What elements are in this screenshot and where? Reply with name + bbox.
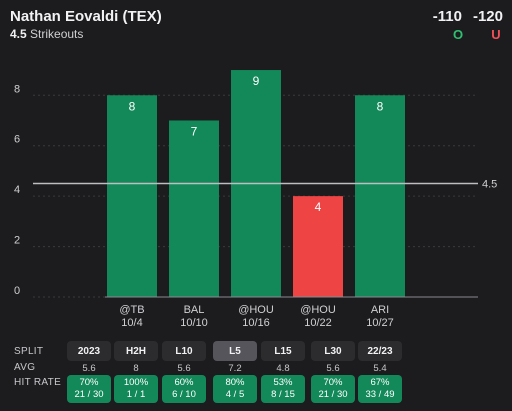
bar-value-label: 8 — [377, 99, 384, 113]
split-hit-rate: 100% 1 / 1 — [114, 375, 158, 403]
hit-rate-record: 1 / 1 — [126, 389, 146, 400]
split-hit-rate: 60% 6 / 10 — [162, 375, 206, 403]
split-tab[interactable]: H2H — [114, 341, 158, 361]
split-tab[interactable]: L10 — [162, 341, 206, 361]
hit-rate-record: 33 / 49 — [365, 389, 395, 400]
x-tick-date: 10/16 — [242, 317, 270, 329]
x-tick-opponent: @TB — [119, 304, 144, 316]
prop-header: Nathan Eovaldi (TEX) 4.5 Strikeouts -110… — [0, 0, 512, 50]
split-avg: 8 — [133, 362, 139, 374]
hit-rate-record: 4 / 5 — [225, 389, 245, 400]
split-tab[interactable]: L15 — [261, 341, 305, 361]
bar-value-label: 9 — [253, 74, 260, 88]
x-tick-opponent: @HOU — [300, 304, 336, 316]
split-column[interactable]: 22/23 5.4 67% 33 / 49 — [358, 341, 402, 407]
y-tick-label: 2 — [14, 235, 20, 247]
hit-rate-percent: 60% — [174, 377, 194, 388]
bar-value-label: 4 — [315, 200, 322, 214]
y-tick-label: 8 — [14, 83, 20, 95]
split-column[interactable]: L30 5.6 70% 21 / 30 — [311, 341, 355, 407]
line-value: 4.5 — [10, 27, 27, 41]
avg-row-label: AVG — [14, 362, 36, 373]
hit-rate-record: 6 / 10 — [172, 389, 196, 400]
x-tick-opponent: @HOU — [238, 304, 274, 316]
y-tick-label: 0 — [14, 285, 20, 297]
hit-rate-record: 21 / 30 — [318, 389, 348, 400]
y-tick-label: 4 — [14, 184, 20, 196]
bar-value-label: 8 — [129, 99, 136, 113]
prop-line: 4.5 Strikeouts — [10, 27, 83, 41]
split-avg: 5.6 — [177, 362, 191, 374]
split-hit-rate: 53% 8 / 15 — [261, 375, 305, 403]
bar-value-label: 7 — [191, 124, 198, 138]
split-tab[interactable]: L30 — [311, 341, 355, 361]
split-row-label: SPLIT — [14, 346, 44, 357]
split-column[interactable]: H2H 8 100% 1 / 1 — [114, 341, 158, 407]
y-tick-label: 6 — [14, 134, 20, 146]
hit-rate-percent: 70% — [79, 377, 99, 388]
split-column[interactable]: L15 4.8 53% 8 / 15 — [261, 341, 305, 407]
split-tab[interactable]: 2023 — [67, 341, 111, 361]
split-column[interactable]: 2023 5.6 70% 21 / 30 — [67, 341, 111, 407]
x-tick-date: 10/4 — [121, 317, 142, 329]
x-tick-opponent: BAL — [184, 304, 205, 316]
hit-rate-percent: 100% — [123, 377, 149, 388]
split-hit-rate: 70% 21 / 30 — [67, 375, 111, 403]
split-tab[interactable]: L5 — [213, 341, 257, 361]
hit-rate-row-label: HIT RATE — [14, 377, 62, 388]
line-stat: Strikeouts — [30, 27, 84, 41]
under-odds[interactable]: -120 — [472, 8, 503, 25]
over-button[interactable]: O — [452, 27, 464, 42]
hit-rate-percent: 53% — [273, 377, 293, 388]
split-hit-rate: 80% 4 / 5 — [213, 375, 257, 403]
over-odds[interactable]: -110 — [432, 8, 462, 25]
x-tick-opponent: ARI — [371, 304, 389, 316]
x-tick-date: 10/10 — [180, 317, 208, 329]
split-hit-rate: 67% 33 / 49 — [358, 375, 402, 403]
threshold-label: 4.5 — [482, 179, 497, 191]
x-tick-date: 10/22 — [304, 317, 332, 329]
splits-table: SPLIT AVG HIT RATE 2023 5.6 70% 21 / 30 H2H 8… — [0, 341, 512, 411]
split-column[interactable]: L5 7.2 80% 4 / 5 — [213, 341, 257, 407]
split-hit-rate: 70% 21 / 30 — [311, 375, 355, 403]
hit-rate-percent: 70% — [323, 377, 343, 388]
strikeouts-bar-chart: 024688@TB10/47BAL10/109@HOU10/164@HOU10/… — [14, 70, 497, 329]
bar — [293, 196, 343, 297]
split-tab[interactable]: 22/23 — [358, 341, 402, 361]
player-name: Nathan Eovaldi (TEX) — [10, 8, 162, 25]
split-avg: 4.8 — [276, 362, 290, 374]
hit-rate-record: 8 / 15 — [271, 389, 295, 400]
bar — [107, 95, 157, 297]
hit-rate-record: 21 / 30 — [74, 389, 104, 400]
bar — [355, 95, 405, 297]
split-column[interactable]: L10 5.6 60% 6 / 10 — [162, 341, 206, 407]
split-avg: 5.6 — [82, 362, 96, 374]
split-avg: 5.4 — [373, 362, 387, 374]
split-avg: 7.2 — [228, 362, 242, 374]
hit-rate-percent: 80% — [225, 377, 245, 388]
bar — [169, 120, 219, 297]
x-tick-date: 10/27 — [366, 317, 394, 329]
hit-rate-percent: 67% — [370, 377, 390, 388]
under-button[interactable]: U — [491, 27, 501, 42]
split-avg: 5.6 — [326, 362, 340, 374]
